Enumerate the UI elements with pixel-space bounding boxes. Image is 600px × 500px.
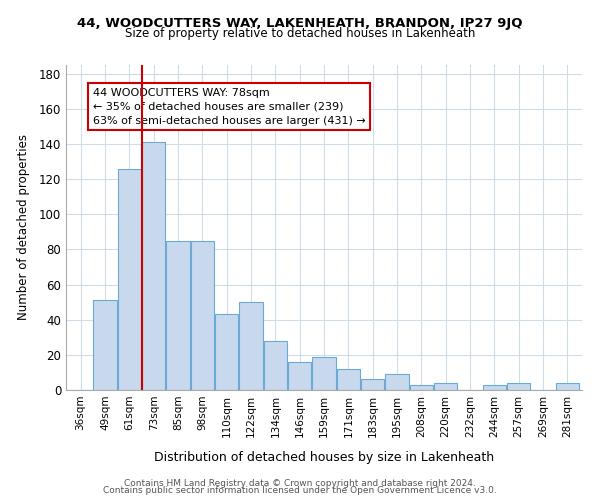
Bar bbox=[507, 383, 530, 390]
X-axis label: Distribution of detached houses by size in Lakenheath: Distribution of detached houses by size … bbox=[154, 451, 494, 464]
Bar bbox=[191, 240, 214, 390]
Bar bbox=[483, 384, 506, 390]
Bar bbox=[118, 168, 141, 390]
Text: 44 WOODCUTTERS WAY: 78sqm
← 35% of detached houses are smaller (239)
63% of semi: 44 WOODCUTTERS WAY: 78sqm ← 35% of detac… bbox=[93, 88, 365, 126]
Bar bbox=[142, 142, 165, 390]
Bar bbox=[288, 362, 311, 390]
Bar bbox=[264, 341, 287, 390]
Bar bbox=[337, 369, 360, 390]
Bar bbox=[166, 240, 190, 390]
Bar bbox=[410, 384, 433, 390]
Bar bbox=[556, 383, 579, 390]
Bar bbox=[215, 314, 238, 390]
Bar bbox=[361, 380, 384, 390]
Text: Contains HM Land Registry data © Crown copyright and database right 2024.: Contains HM Land Registry data © Crown c… bbox=[124, 478, 476, 488]
Text: 44, WOODCUTTERS WAY, LAKENHEATH, BRANDON, IP27 9JQ: 44, WOODCUTTERS WAY, LAKENHEATH, BRANDON… bbox=[77, 18, 523, 30]
Bar bbox=[313, 356, 335, 390]
Y-axis label: Number of detached properties: Number of detached properties bbox=[17, 134, 31, 320]
Bar bbox=[434, 383, 457, 390]
Bar bbox=[385, 374, 409, 390]
Text: Size of property relative to detached houses in Lakenheath: Size of property relative to detached ho… bbox=[125, 28, 475, 40]
Text: Contains public sector information licensed under the Open Government Licence v3: Contains public sector information licen… bbox=[103, 486, 497, 495]
Bar bbox=[239, 302, 263, 390]
Bar bbox=[94, 300, 116, 390]
